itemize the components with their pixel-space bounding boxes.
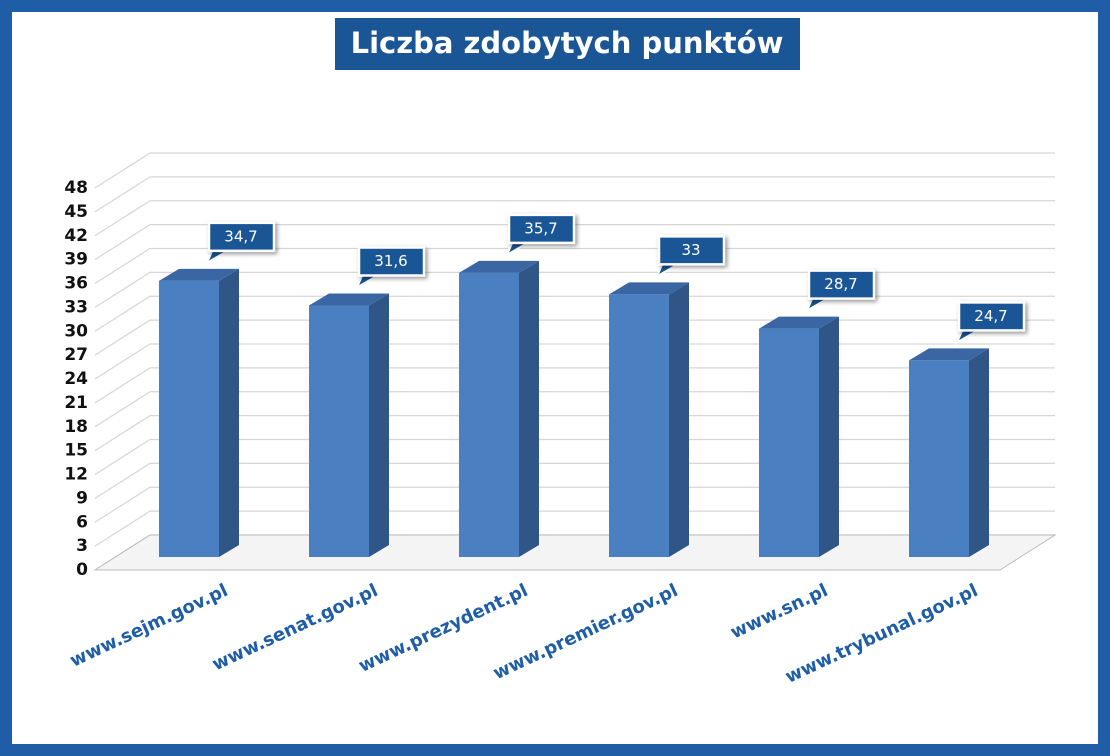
y-tick-label: 48 [64, 178, 88, 198]
bar-top [459, 260, 539, 273]
callout-box [807, 269, 876, 300]
grid-line [94, 438, 1055, 476]
bar-side [519, 260, 539, 557]
y-tick-label: 45 [64, 202, 88, 222]
bar-front [609, 294, 669, 557]
bar-top [159, 268, 239, 281]
bar [459, 260, 539, 557]
grid-line [94, 486, 1055, 523]
y-tick-label: 39 [64, 250, 88, 270]
y-tick-label: 9 [76, 488, 88, 508]
value-label: 24,7 [974, 307, 1007, 325]
bar-side [669, 282, 689, 557]
grid-line [94, 343, 1055, 380]
title-box [335, 18, 800, 70]
chart-title: Liczba zdobytych punktów [351, 26, 784, 60]
bar-front [309, 305, 369, 557]
y-tick-label: 3 [76, 536, 88, 556]
callout-box [507, 213, 576, 245]
bar [759, 316, 839, 557]
bar [909, 348, 989, 557]
bar-top [309, 293, 389, 306]
bar [609, 282, 689, 557]
grid-line [94, 271, 1055, 308]
value-label: 33 [681, 241, 700, 259]
y-tick-label: 33 [64, 297, 88, 317]
y-tick-label: 30 [64, 321, 88, 341]
y-tick-label: 36 [64, 274, 88, 294]
grid-line [94, 247, 1055, 285]
grid-line [94, 391, 1055, 428]
grid-line [94, 367, 1055, 404]
grid-line [94, 224, 1055, 261]
value-label: 34,7 [224, 227, 257, 245]
bar-front [909, 360, 969, 557]
callout-box [207, 221, 276, 253]
bar [309, 293, 389, 557]
bar-side [369, 293, 389, 557]
y-tick-label: 27 [64, 345, 88, 365]
grid-line [94, 200, 1055, 237]
bar-front [759, 328, 819, 557]
grid-line [94, 462, 1055, 499]
bar-front [459, 272, 519, 557]
y-tick-label: 12 [64, 465, 88, 485]
grid-line [94, 295, 1055, 332]
bar-top [609, 282, 689, 295]
value-label: 28,7 [824, 275, 857, 293]
grid-line [94, 510, 1055, 547]
y-tick-label: 18 [64, 417, 88, 437]
y-tick-label: 6 [76, 512, 88, 532]
y-tick-label: 15 [64, 441, 88, 461]
callout-box [957, 301, 1026, 332]
y-tick-label: 24 [64, 369, 88, 389]
value-label: 31,6 [374, 252, 407, 270]
y-tick-label: 21 [64, 393, 88, 413]
bar [159, 268, 239, 557]
callout-box [657, 235, 726, 266]
y-tick-label: 0 [76, 560, 88, 580]
bar-top [759, 316, 839, 329]
grid-line [94, 415, 1055, 452]
bar-side [819, 316, 839, 557]
callout-box [357, 246, 426, 277]
grid-line [94, 319, 1055, 356]
bar-front [159, 280, 219, 557]
value-label: 35,7 [524, 219, 557, 237]
grid-line [94, 152, 1055, 189]
y-tick-label: 42 [64, 226, 88, 246]
bar-side [969, 348, 989, 557]
grid-line [94, 176, 1055, 213]
bar-side [219, 268, 239, 557]
bar-top [909, 348, 989, 361]
